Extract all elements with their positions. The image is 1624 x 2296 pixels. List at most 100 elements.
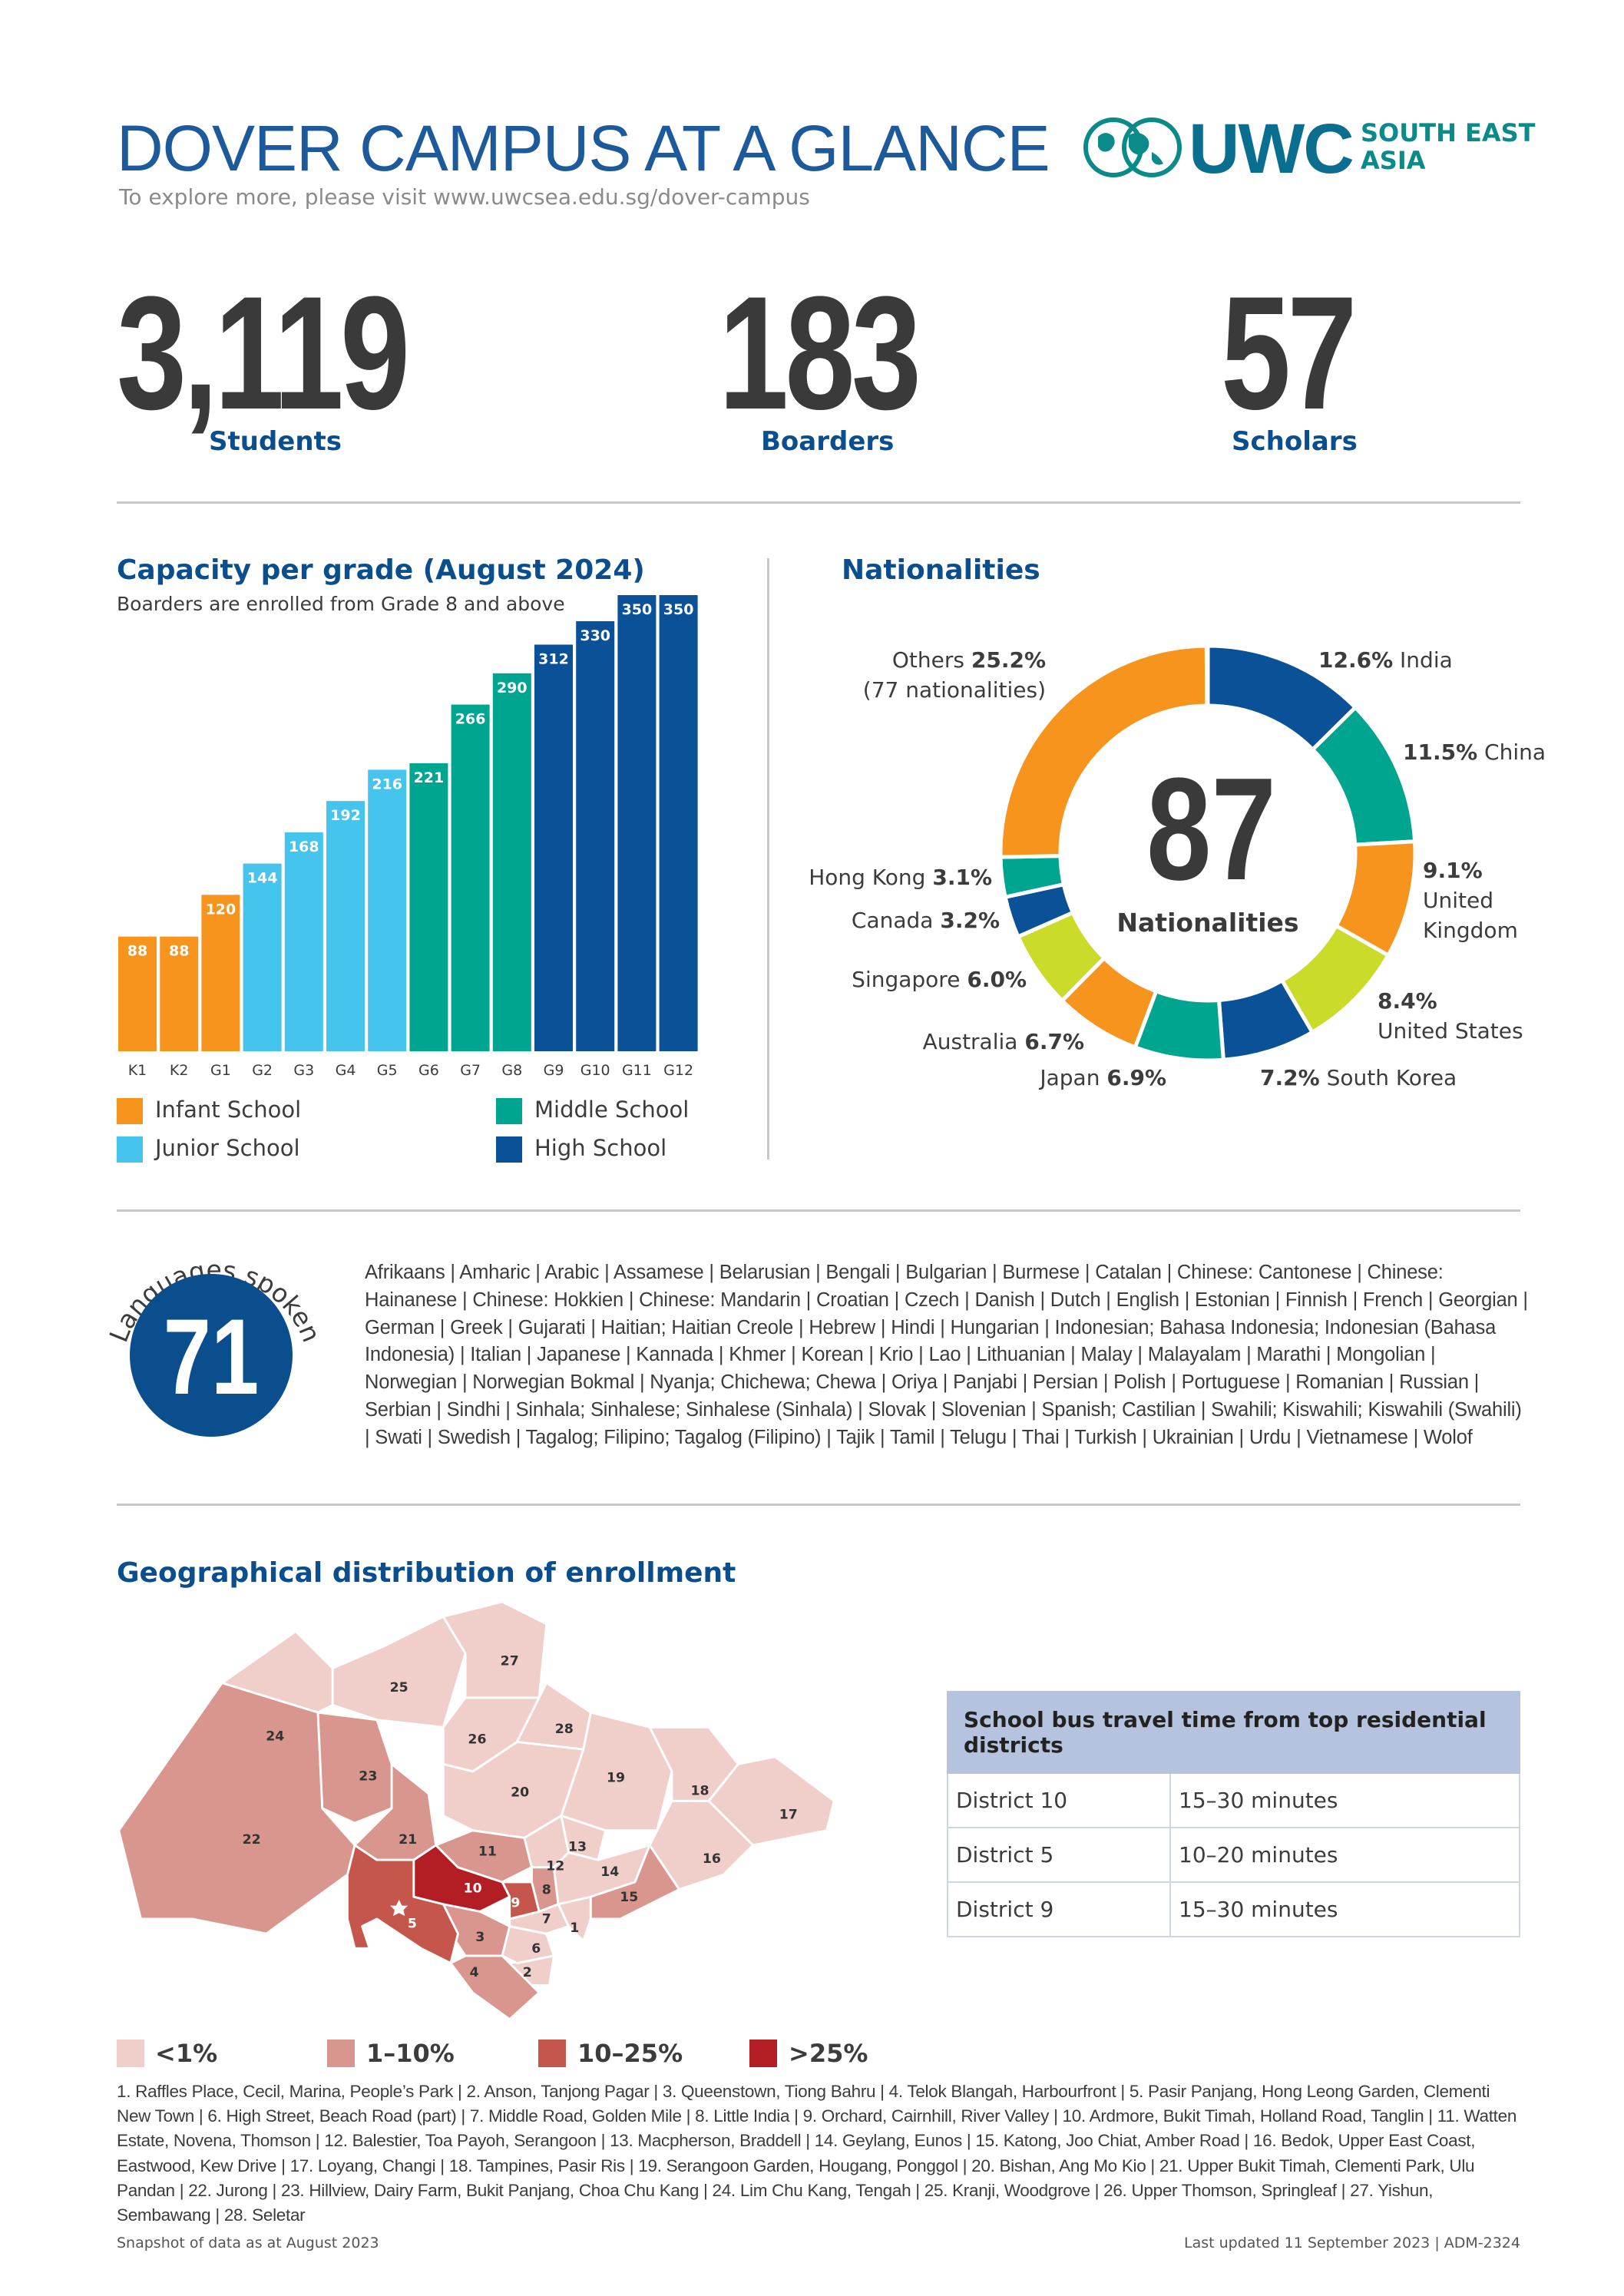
district-label: 23 (359, 1768, 377, 1784)
label-value: 11.5% (1403, 739, 1478, 765)
label-south-korea: 7.2% South Korea (1260, 1063, 1457, 1093)
bar-value-label: 221 (414, 769, 445, 786)
geography-title: Geographical distribution of enrollment (117, 1557, 736, 1589)
bar-value-label: 312 (538, 650, 569, 667)
label-value: 6.9% (1106, 1065, 1166, 1090)
district-label: 27 (501, 1654, 519, 1669)
district-label: 25 (390, 1680, 408, 1696)
label-value: 6.0% (967, 967, 1027, 992)
bar-K2 (160, 936, 199, 1051)
district-cell: District 10 (947, 1772, 1171, 1828)
label-value: 9.1% (1423, 858, 1483, 883)
district-label: 13 (568, 1840, 587, 1855)
label-name: Japan (1040, 1065, 1100, 1090)
label-singapore: Singapore 6.0% (852, 964, 1027, 994)
label-others: Others 25.2% (77 nationalities) (863, 645, 1046, 705)
district-cell: District 5 (947, 1827, 1171, 1883)
bar-K1 (118, 936, 157, 1051)
district-label: 22 (243, 1832, 261, 1848)
label-name: Others (891, 647, 964, 673)
district-9 (501, 1881, 541, 1921)
languages-count: 71 (164, 1296, 260, 1417)
bar-value-label: 216 (372, 776, 402, 792)
district-25 (331, 1615, 467, 1729)
district-label: 9 (511, 1896, 520, 1911)
label-value: 7.2% (1260, 1065, 1320, 1090)
x-tick-label: G11 (622, 1062, 652, 1079)
page-subtitle: To explore more, please visit www.uwcsea… (119, 184, 810, 210)
district-key: 1. Raffles Place, Cecil, Marina, People’… (117, 2082, 1517, 2225)
bar-G9 (534, 644, 573, 1051)
bar-value-label: 88 (169, 943, 189, 960)
bar-G2 (243, 863, 282, 1051)
label-name: United States (1378, 1018, 1523, 1044)
bar-value-label: 168 (289, 839, 319, 855)
district-label: 20 (511, 1785, 529, 1801)
label-hong-kong: Hong Kong 3.1% (809, 862, 992, 892)
label-name: South Korea (1326, 1065, 1457, 1090)
capacity-bar-chart: 88 K1 88 K2 120 G1 144 G2 168 G3 192 G4 216 G5 221 G6 26… (118, 595, 698, 1079)
x-tick-label: G4 (336, 1062, 356, 1079)
label-name: India (1400, 647, 1453, 673)
bar-G5 (368, 769, 407, 1051)
district-19 (560, 1711, 673, 1832)
bus-table-header: School bus travel time from top resident… (947, 1691, 1520, 1774)
district-label: 12 (546, 1859, 564, 1874)
bar-value-label: 330 (580, 627, 610, 644)
x-tick-label: G10 (580, 1062, 610, 1079)
label-value: 8.4% (1378, 988, 1437, 1014)
district-label: 28 (555, 1722, 574, 1737)
x-tick-label: K2 (170, 1062, 189, 1079)
label-value: 25.2% (971, 647, 1046, 673)
nationalities-count: 87 (1146, 748, 1277, 911)
label-canada: Canada 3.2% (852, 905, 1000, 935)
map-legend-label: 10–25% (577, 2039, 683, 2068)
footer-updated: Last updated 11 September 2023 | ADM-232… (1183, 2235, 1520, 2251)
table-row: District 5 10–20 minutes (947, 1827, 1520, 1883)
district-label: 15 (620, 1890, 638, 1905)
nationalities-title: Nationalities (842, 554, 1040, 586)
district-label: 26 (468, 1732, 486, 1747)
students-count: 3,119 (117, 263, 410, 443)
label-name: Canada (851, 908, 934, 933)
bar-G4 (326, 801, 365, 1051)
district-label: 4 (470, 1965, 479, 1980)
bar-value-label: 120 (206, 901, 236, 918)
bar-value-label: 88 (127, 943, 147, 960)
x-tick-label: G2 (252, 1062, 273, 1079)
table-row: District 9 15–30 minutes (947, 1881, 1520, 1937)
capacity-title: Capacity per grade (August 2024) (117, 554, 645, 586)
languages-badge: Languages spoken 71 (104, 1255, 326, 1437)
district-21 (353, 1762, 438, 1861)
district-label: 11 (478, 1844, 497, 1859)
nationalities-center-label: Nationalities (1116, 908, 1299, 938)
bar-G3 (284, 832, 323, 1051)
bar-value-label: 350 (622, 601, 653, 618)
capacity-subtitle: Boarders are enrolled from Grade 8 and a… (117, 593, 565, 615)
logo-tagline-1: SOUTH EAST (1361, 118, 1536, 147)
divider (117, 1209, 1520, 1212)
label-india: 12.6% India (1318, 645, 1453, 675)
legend-swatch-middle (496, 1098, 522, 1124)
bar-value-label: 192 (330, 807, 361, 824)
students-label: Students (209, 426, 342, 457)
label-name: China (1484, 739, 1546, 765)
district-label: 2 (523, 1965, 532, 1980)
x-tick-label: G7 (460, 1062, 481, 1079)
table-row: District 10 15–30 minutes (947, 1772, 1520, 1828)
district-label: 18 (690, 1784, 709, 1799)
slice-others (998, 643, 1209, 859)
globe-icon (1083, 117, 1182, 177)
legend-high: High School (534, 1135, 667, 1161)
x-tick-label: G8 (501, 1062, 522, 1079)
x-tick-label: G6 (418, 1062, 439, 1079)
x-tick-label: K1 (128, 1062, 147, 1079)
legend-junior: Junior School (155, 1135, 300, 1161)
district-label: 5 (408, 1916, 417, 1931)
label-us: 8.4% United States (1378, 986, 1523, 1046)
label-value: 6.7% (1024, 1029, 1084, 1054)
label-australia: Australia 6.7% (923, 1027, 1084, 1057)
bar-G8 (492, 673, 531, 1051)
label-value: 3.2% (940, 908, 1000, 933)
singapore-district-map: 1234567891011121314151617181920212223242… (118, 1602, 835, 2020)
